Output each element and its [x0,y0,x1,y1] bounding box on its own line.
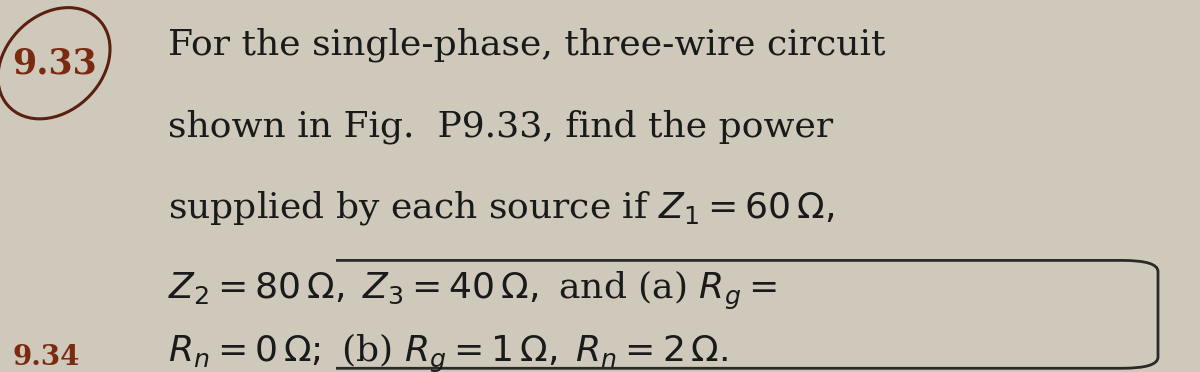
Text: supplied by each source if $Z_1 = 60\,\Omega,$: supplied by each source if $Z_1 = 60\,\O… [168,189,834,227]
Text: For the single-phase, three-wire circuit: For the single-phase, three-wire circuit [168,28,886,62]
Text: $Z_2 = 80\,\Omega,\; Z_3 = 40\,\Omega,$ and (a) $R_g =$: $Z_2 = 80\,\Omega,\; Z_3 = 40\,\Omega,$ … [168,269,776,312]
Text: 9.34: 9.34 [12,344,79,371]
Text: 9.33: 9.33 [12,46,96,80]
Text: shown in Fig.  P9.33, find the power: shown in Fig. P9.33, find the power [168,109,833,144]
Text: $R_n = 0\,\Omega;$ (b) $R_g = 1\,\Omega,\; R_n = 2\,\Omega.$: $R_n = 0\,\Omega;$ (b) $R_g = 1\,\Omega,… [168,332,728,372]
